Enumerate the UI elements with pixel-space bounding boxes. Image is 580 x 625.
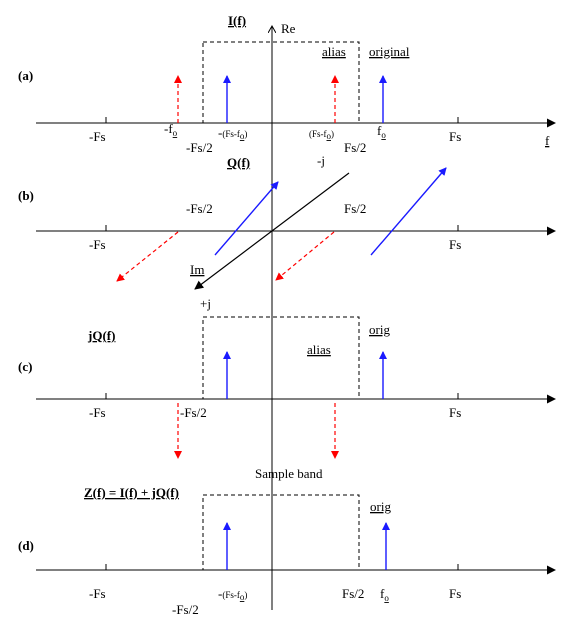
tick-label-neg-fs: -Fs (89, 237, 106, 252)
tick-label-neg-fs: -Fs (89, 405, 106, 420)
tick-label-neg-fs: -Fs (89, 129, 106, 144)
alias-label: alias (322, 44, 346, 59)
tick-label-neg-fs-half: -Fs/2 (180, 405, 207, 420)
tick-label-fs: Fs (449, 129, 461, 144)
orig-label: orig (369, 322, 390, 337)
tick-label-neg-fs: -Fs (89, 586, 106, 601)
tick-label-neg-fs-half: -Fs/2 (186, 140, 213, 155)
panel-a: (a) I(f) alias original -Fs Fs -fo -(Fs-… (18, 13, 556, 155)
tick-label-fo: fo (377, 123, 386, 140)
plus-j-label: +j (200, 296, 211, 311)
panel-d: Sample band Z(f) = I(f) + jQ(f) (d) orig… (18, 466, 556, 617)
alias-arrow (116, 231, 179, 282)
minus-j-label: -j (317, 153, 325, 168)
panel-b: (b) Q(f) -j -Fs/2 Fs/2 -Fs Fs Im +j (18, 153, 556, 311)
panel-d-title: Z(f) = I(f) + jQ(f) (84, 485, 179, 500)
tick-label-neg-fs-minus-fo: -(Fs-fo) (218, 586, 247, 602)
alias-arrow (275, 231, 335, 281)
tick-label-fs-half: Fs/2 (344, 201, 366, 216)
signal-arrow (370, 167, 447, 256)
tick-label-fo: fo (380, 586, 389, 603)
f-axis-label: f (545, 133, 550, 148)
alias-label: alias (307, 342, 331, 357)
panel-c-band-box (202, 316, 360, 400)
panel-a-title: I(f) (228, 13, 246, 28)
sample-band-label: Sample band (255, 466, 323, 481)
panel-c: (c) jQ(f) alias orig -Fs -Fs/2 Fs (18, 316, 556, 459)
original-label: original (369, 44, 410, 59)
tick-label-neg-fs-half: -Fs/2 (186, 201, 213, 216)
tick-label-neg-fs-half: -Fs/2 (172, 602, 199, 617)
panel-b-title: Q(f) (227, 155, 250, 170)
panel-c-tag: (c) (18, 359, 32, 374)
tick-label-fs: Fs (449, 586, 461, 601)
panel-a-tag: (a) (18, 68, 33, 83)
tick-label-fs: Fs (449, 405, 461, 420)
panel-c-title: jQ(f) (87, 328, 115, 343)
im-axis-label: Im (190, 262, 204, 277)
panel-b-tag: (b) (18, 188, 34, 203)
signal-arrow (214, 181, 279, 256)
panel-a-band-box (202, 41, 360, 124)
tick-label-fs: Fs (449, 237, 461, 252)
tick-label-fs-half: Fs/2 (342, 586, 364, 601)
orig-label: orig (370, 499, 391, 514)
tick-label-fs-minus-fo: (Fs-fo) (309, 129, 334, 141)
re-axis-label: Re (281, 21, 296, 36)
tick-label-fs-half: Fs/2 (344, 140, 366, 155)
tick-label-neg-fs-minus-fo: -(Fs-fo) (218, 125, 247, 141)
panel-d-tag: (d) (18, 538, 34, 553)
im-axis (194, 172, 350, 290)
tick-label-neg-fo: -fo (164, 121, 178, 138)
